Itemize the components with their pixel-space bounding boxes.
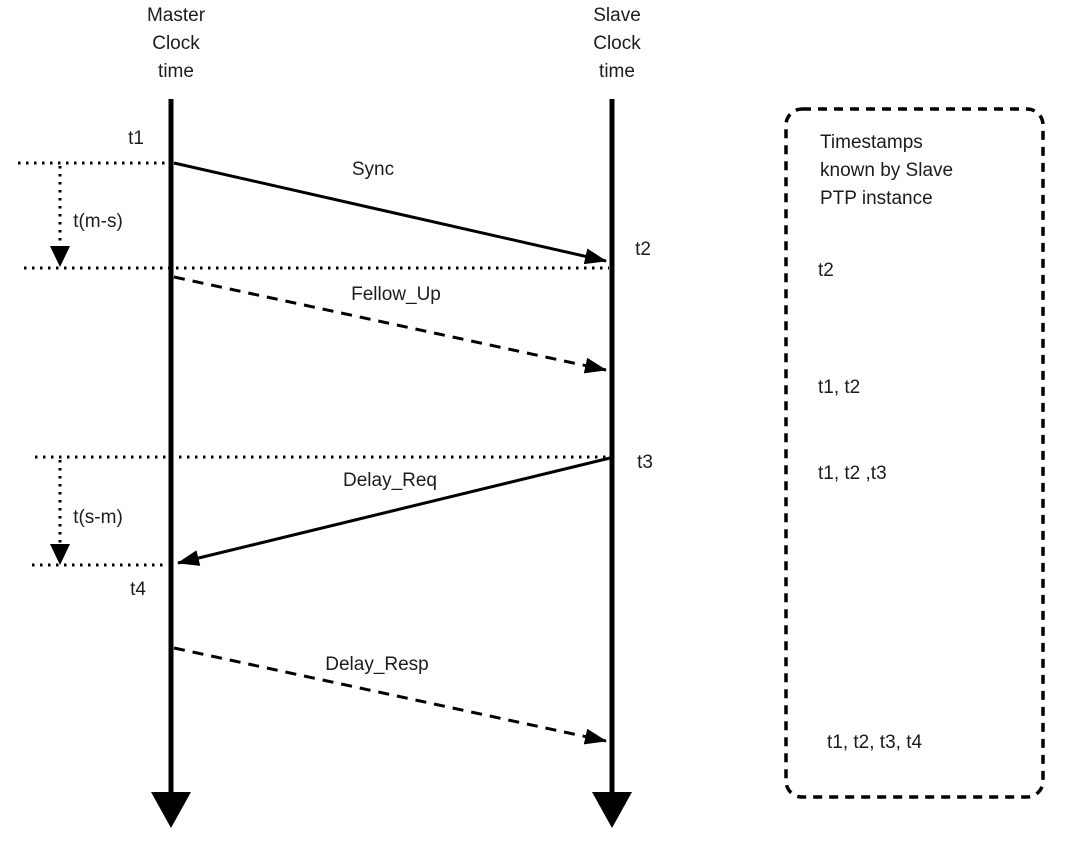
sync-label: Sync [351,159,395,180]
delay-resp-label: Delay_Resp [325,654,429,675]
t1-label: t1 [128,128,144,149]
master-clock-title: Master Clock time [146,5,206,82]
t-s-m-arrowhead-icon [50,544,70,565]
sync-message-arrow [173,161,607,265]
t4-label: t4 [130,579,146,600]
follow-up-message-arrow [173,275,607,374]
follow-up-label: Fellow_Up [351,284,441,305]
master-timeline-arrowhead-icon [151,792,191,828]
delay-req-label: Delay_Req [343,470,437,491]
legend-entry: t2 [818,260,834,281]
slave-timeline-arrowhead-icon [592,792,632,828]
delay-req-message-arrow [177,456,611,566]
t-m-s-label: t(m-s) [73,211,123,232]
t3-label: t3 [637,452,653,473]
t-m-s-arrowhead-icon [50,246,70,267]
t-s-m-label: t(s-m) [73,507,123,528]
legend-entry: t1, t2 ,t3 [818,463,887,484]
legend-entry: t1, t2 [818,377,861,398]
delay-resp-message-arrow [173,646,607,745]
legend-entry: t1, t2, t3, t4 [827,732,923,753]
slave-clock-title: Slave Clock time [593,5,641,82]
legend-box [784,107,1045,799]
t2-label: t2 [635,239,651,260]
legend-title: Timestamps known by Slave PTP instance [820,132,954,209]
